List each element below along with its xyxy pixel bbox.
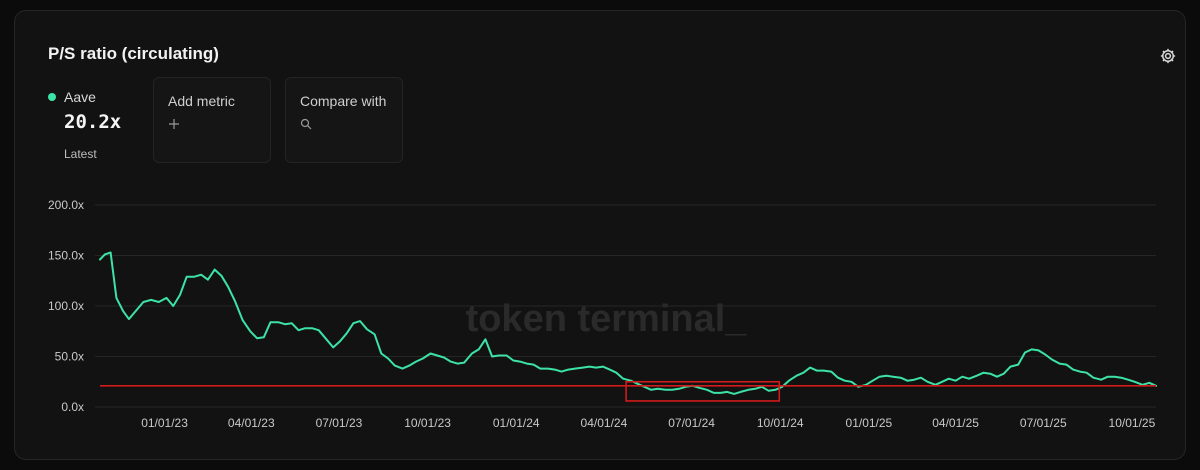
x-axis-ticks: 01/01/23 04/01/23 07/01/23 10/01/23 01/01/24… [141, 416, 1155, 430]
annotation-layer [100, 380, 1156, 402]
legend-item-aave[interactable]: Aave 20.2x Latest [48, 89, 121, 161]
watermark-text: token terminal_ [466, 298, 748, 340]
x-tick-label: 01/01/23 [141, 416, 188, 430]
compare-with-label: Compare with [300, 93, 387, 109]
x-tick-label: 04/01/23 [228, 416, 275, 430]
series-layer [99, 251, 1157, 395]
x-tick-label: 07/01/24 [668, 416, 715, 430]
legend-series-name: Aave [64, 89, 96, 105]
y-tick-label: 150.0x [48, 249, 84, 263]
x-tick-label: 07/01/23 [316, 416, 363, 430]
y-tick-label: 0.0x [61, 400, 84, 414]
x-tick-label: 01/01/24 [493, 416, 540, 430]
search-icon [300, 118, 312, 130]
x-tick-label: 10/01/25 [1109, 416, 1156, 430]
gear-icon[interactable] [1159, 47, 1177, 65]
add-metric-label: Add metric [168, 93, 235, 109]
x-tick-label: 07/01/25 [1020, 416, 1067, 430]
chart-title: P/S ratio (circulating) [48, 44, 219, 63]
add-metric-button[interactable]: Add metric [153, 77, 271, 163]
highlight-box [625, 380, 781, 402]
x-tick-label: 04/01/25 [932, 416, 979, 430]
y-axis-ticks: 200.0x 150.0x 100.0x 50.0x 0.0x [48, 198, 84, 414]
x-tick-label: 10/01/23 [404, 416, 451, 430]
plus-icon [169, 119, 179, 129]
latest-label: Latest [64, 147, 97, 161]
y-tick-label: 200.0x [48, 198, 84, 212]
y-tick-label: 50.0x [55, 350, 84, 364]
compare-with-button[interactable]: Compare with [285, 77, 403, 163]
x-tick-label: 10/01/24 [757, 416, 804, 430]
latest-value: 20.2x [64, 111, 122, 133]
x-tick-label: 01/01/25 [846, 416, 893, 430]
x-tick-label: 04/01/24 [581, 416, 628, 430]
chart-gridlines [95, 204, 1156, 408]
series-color-dot [48, 93, 56, 101]
series-line-aave [99, 251, 1157, 395]
y-tick-label: 100.0x [48, 299, 84, 313]
